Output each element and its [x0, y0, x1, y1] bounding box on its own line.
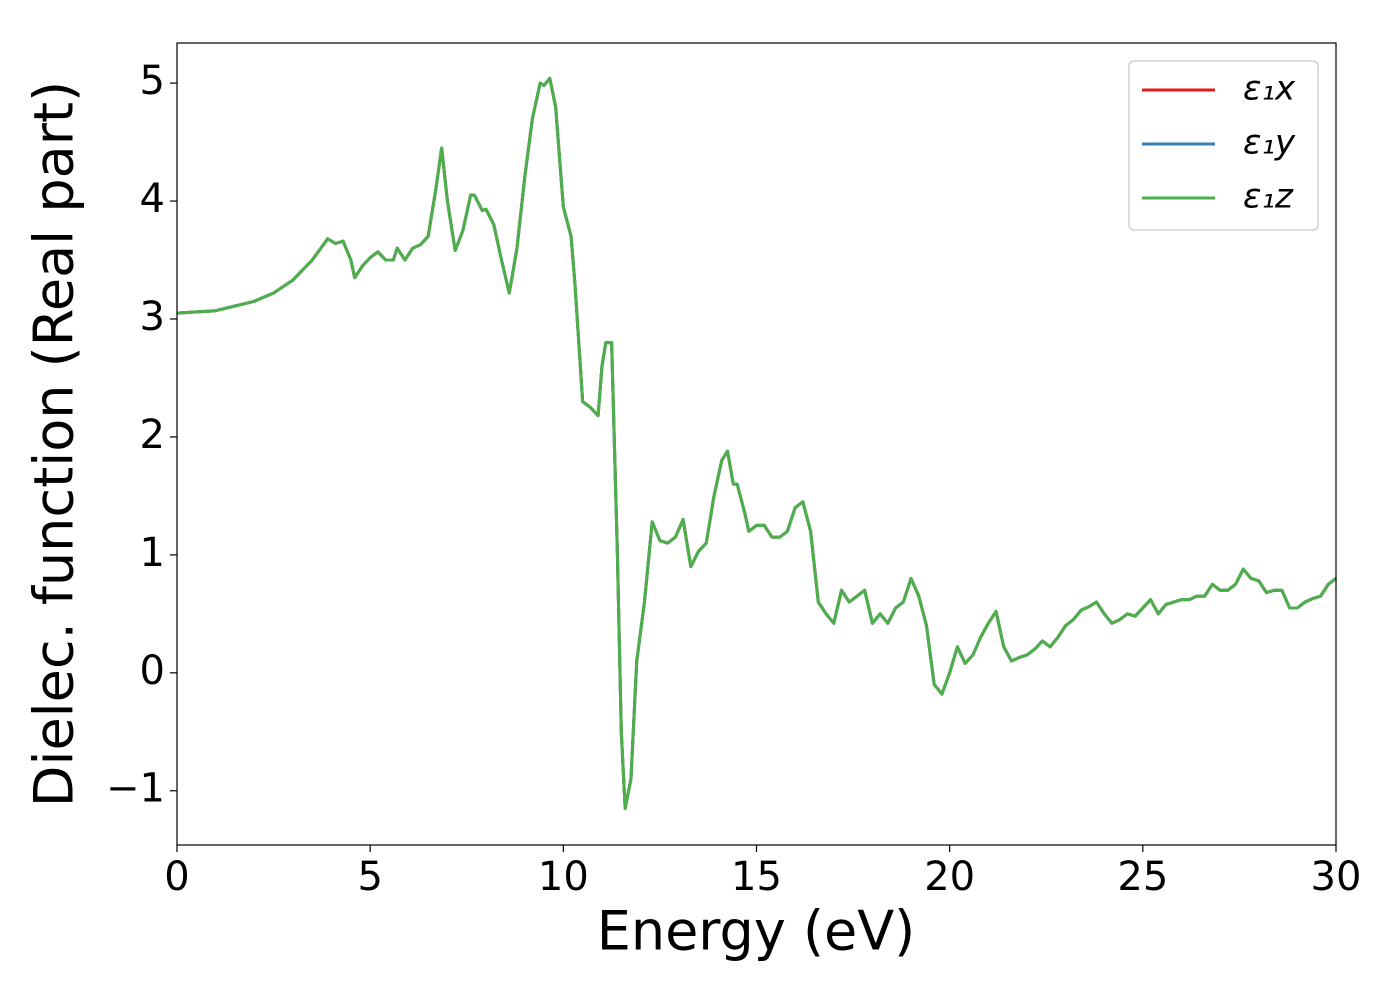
y-axis-label: Dielec. function (Real part): [23, 81, 86, 807]
legend-label: ε₁x: [1243, 69, 1296, 109]
x-axis-label: Energy (eV): [597, 900, 916, 963]
plot-frame: [176, 42, 1337, 846]
y-tick-label: 1: [140, 530, 165, 576]
x-tick-label: 30: [1311, 854, 1362, 900]
x-tick-label: 0: [164, 854, 189, 900]
x-tick-label: 10: [538, 854, 589, 900]
series-line: [176, 76, 1337, 810]
y-tick-label: 5: [140, 58, 165, 104]
x-tick-label: 5: [357, 854, 382, 900]
x-tick-label: 25: [1117, 854, 1168, 900]
y-tick-label: 4: [140, 176, 165, 222]
legend-label: ε₁y: [1243, 123, 1296, 163]
y-tick-label: 0: [140, 648, 165, 694]
x-tick-label: 15: [731, 854, 782, 900]
y-tick-label: −1: [106, 766, 165, 812]
y-tick-label: 3: [140, 294, 165, 340]
y-tick-label: 2: [140, 412, 165, 458]
legend-box: [1128, 60, 1319, 231]
x-tick-label: 20: [924, 854, 975, 900]
legend-label: ε₁z: [1243, 177, 1294, 217]
